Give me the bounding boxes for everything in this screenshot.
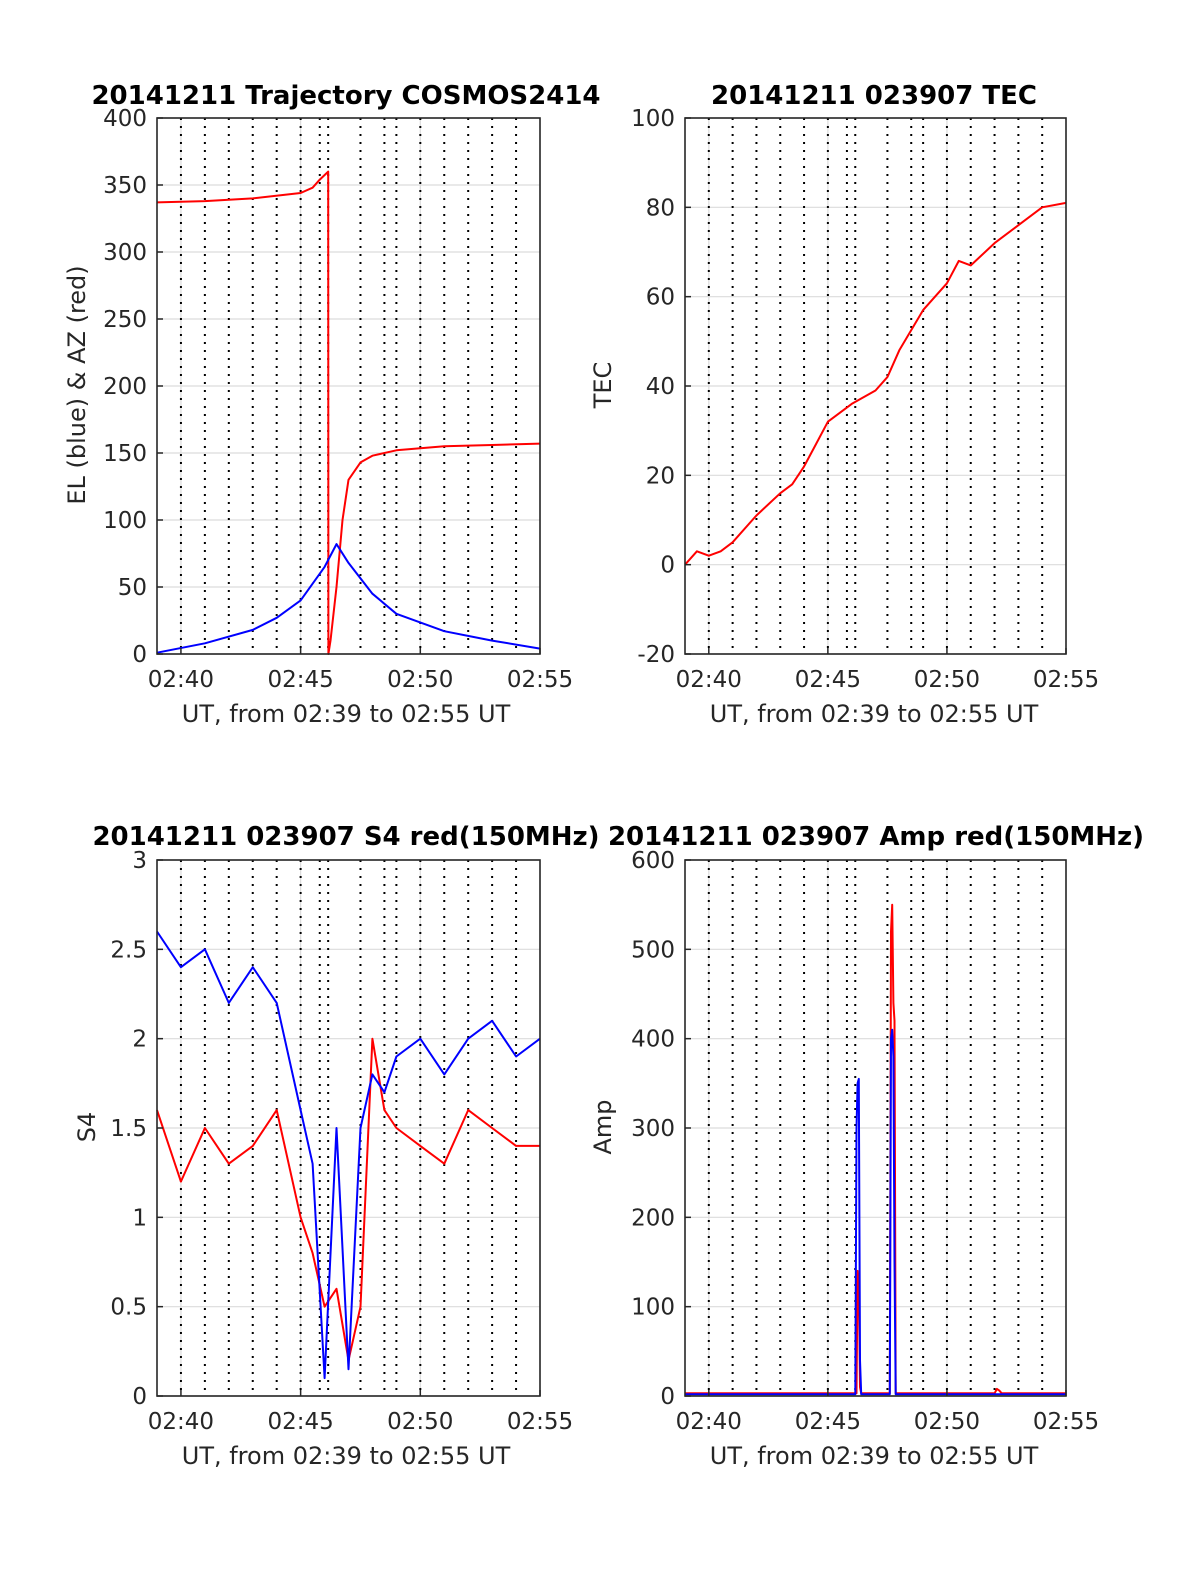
- chart-title: 20141211 023907 S4 red(150MHz): [92, 822, 599, 852]
- y-tick-label: 2.5: [110, 937, 147, 963]
- y-tick-label: 40: [646, 374, 675, 400]
- y-tick-label: 300: [631, 1116, 675, 1142]
- x-tick-label: 02:45: [267, 1409, 333, 1435]
- x-axis-label: UT, from 02:39 to 02:55 UT: [710, 1442, 1039, 1470]
- y-axis-label: Amp: [589, 1099, 617, 1154]
- x-axis-label: UT, from 02:39 to 02:55 UT: [710, 700, 1039, 728]
- y-tick-label: 0: [660, 1384, 675, 1410]
- y-tick-label: 0: [132, 642, 147, 668]
- y-tick-label: 100: [631, 1295, 675, 1321]
- blue-series-line: [685, 1028, 1066, 1396]
- x-tick-label: 02:40: [676, 667, 742, 693]
- y-tick-label: 80: [646, 195, 675, 221]
- y-tick-label: 100: [103, 508, 147, 534]
- blue-series-line: [156, 930, 541, 1380]
- x-axis-label: UT, from 02:39 to 02:55 UT: [182, 1442, 511, 1470]
- y-tick-label: -20: [637, 642, 675, 668]
- y-axis-label: TEC: [589, 362, 617, 410]
- x-tick-label: 02:55: [507, 667, 573, 693]
- x-tick-label: 02:40: [148, 1409, 214, 1435]
- red-series-line: [156, 1037, 540, 1362]
- red-series-line: [684, 201, 1067, 566]
- x-tick-label: 02:55: [1033, 667, 1099, 693]
- x-tick-label: 02:55: [507, 1409, 573, 1435]
- y-tick-label: 50: [118, 575, 147, 601]
- y-tick-label: 400: [631, 1027, 675, 1053]
- x-tick-label: 02:45: [267, 667, 333, 693]
- y-tick-label: 2: [132, 1027, 147, 1053]
- x-tick-label: 02:45: [795, 1409, 861, 1435]
- y-tick-label: 150: [103, 441, 147, 467]
- tec-panel: 20141211 023907 TEC UT, from 02:39 to 02…: [589, 81, 1099, 728]
- x-tick-label: 02:40: [676, 1409, 742, 1435]
- y-tick-label: 350: [103, 173, 147, 199]
- y-tick-label: 3: [132, 848, 147, 874]
- y-tick-label: 1.5: [110, 1116, 147, 1142]
- y-tick-label: 0: [660, 553, 675, 579]
- chart-title: 20141211 023907 TEC: [711, 81, 1037, 111]
- red-series-line: [685, 903, 1066, 1395]
- y-tick-label: 0.5: [110, 1295, 147, 1321]
- x-tick-label: 02:50: [914, 667, 980, 693]
- blue-series-line: [156, 543, 541, 654]
- amp-panel: 20141211 023907 Amp red(150MHz) UT, from…: [589, 822, 1144, 1470]
- x-tick-label: 02:50: [914, 1409, 980, 1435]
- red-series-line: [156, 170, 541, 655]
- y-tick-label: 1: [132, 1205, 147, 1231]
- x-tick-label: 02:50: [387, 667, 453, 693]
- y-tick-label: 200: [631, 1205, 675, 1231]
- y-axis-label: S4: [73, 1112, 101, 1143]
- y-tick-label: 20: [646, 463, 675, 489]
- x-axis-label: UT, from 02:39 to 02:55 UT: [182, 700, 511, 728]
- x-tick-label: 02:50: [387, 1409, 453, 1435]
- x-tick-label: 02:55: [1033, 1409, 1099, 1435]
- x-tick-label: 02:40: [148, 667, 214, 693]
- y-tick-label: 100: [631, 106, 675, 132]
- chart-title: 20141211 Trajectory COSMOS2414: [91, 81, 600, 111]
- y-tick-label: 500: [631, 937, 675, 963]
- y-tick-label: 0: [132, 1384, 147, 1410]
- y-axis-label: EL (blue) & AZ (red): [63, 265, 91, 504]
- y-tick-label: 600: [631, 848, 675, 874]
- chart-title: 20141211 023907 Amp red(150MHz): [608, 822, 1144, 852]
- y-tick-label: 400: [103, 106, 147, 132]
- y-tick-label: 300: [103, 240, 147, 266]
- s4-panel: 20141211 023907 S4 red(150MHz) UT, from …: [73, 822, 600, 1470]
- y-tick-label: 200: [103, 374, 147, 400]
- x-tick-label: 02:45: [795, 667, 861, 693]
- y-tick-label: 60: [646, 285, 675, 311]
- trajectory-panel: 20141211 Trajectory COSMOS2414 UT, from …: [63, 81, 601, 728]
- y-tick-label: 250: [103, 307, 147, 333]
